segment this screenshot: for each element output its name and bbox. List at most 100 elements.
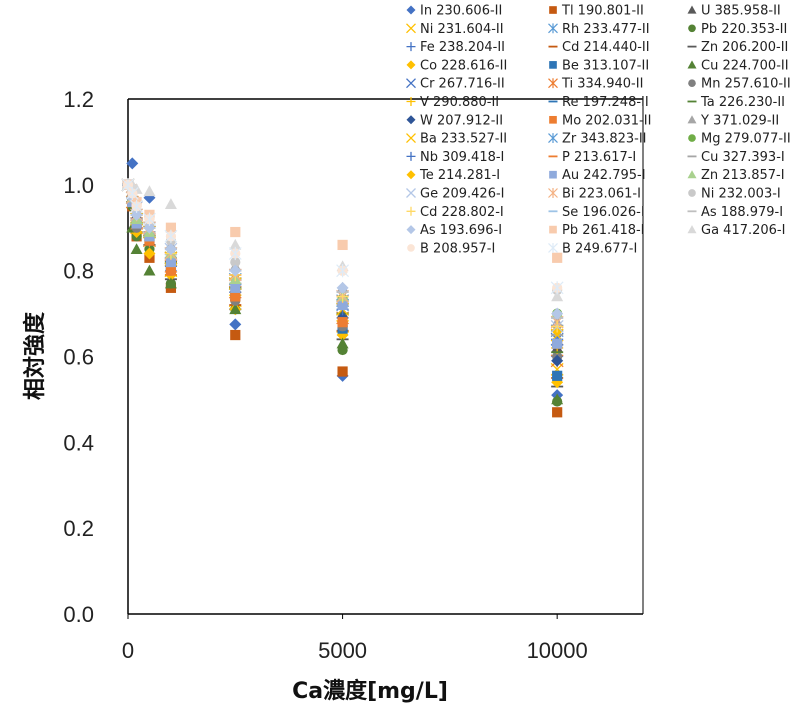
legend-label: Ba 233.527-II bbox=[420, 132, 507, 147]
legend-label: W 207.912-II bbox=[420, 113, 503, 128]
legend-label: Ta 226.230-II bbox=[700, 95, 785, 110]
legend-item: Zr 343.823-II bbox=[548, 132, 647, 147]
legend-marker bbox=[687, 170, 697, 179]
legend-label: Zr 343.823-II bbox=[562, 132, 647, 147]
legend-marker bbox=[406, 78, 416, 89]
legend-label: V 290.880-II bbox=[420, 95, 499, 110]
legend-item: Rh 233.477-II bbox=[548, 22, 650, 37]
data-point bbox=[551, 307, 564, 320]
legend-label: Ni 232.003-I bbox=[701, 187, 781, 202]
legend-label: Be 313.107-II bbox=[562, 58, 649, 73]
legend-label: Pb 261.418-I bbox=[562, 223, 645, 238]
legend-item: Mg 279.077-II bbox=[688, 132, 791, 147]
legend-item: Tl 190.801-II bbox=[549, 4, 644, 19]
legend-item: Cu 224.700-II bbox=[687, 58, 789, 73]
legend-label: Cu 327.393-I bbox=[701, 150, 785, 165]
data-point bbox=[130, 208, 143, 221]
legend-marker bbox=[687, 225, 697, 234]
legend-marker bbox=[406, 188, 416, 198]
legend-label: Cd 214.440-II bbox=[562, 40, 650, 55]
legend-item: Cd 214.440-II bbox=[548, 40, 650, 55]
legend-item: Te 214.281-I bbox=[406, 168, 500, 183]
legend-label: Ga 417.206-I bbox=[701, 223, 785, 238]
legend-marker bbox=[406, 5, 416, 15]
legend-item: Mn 257.610-II bbox=[688, 77, 791, 92]
legend-label: U 385.958-II bbox=[701, 4, 781, 19]
legend-marker bbox=[688, 79, 696, 88]
legend-item: Zn 206.200-II bbox=[687, 40, 788, 55]
legend-label: Mn 257.610-II bbox=[701, 77, 791, 92]
legend-label: Cu 224.700-II bbox=[701, 58, 789, 73]
data-point bbox=[164, 198, 177, 209]
data-point bbox=[337, 299, 348, 311]
legend-label: Te 214.281-I bbox=[419, 168, 500, 183]
legend-label: Au 242.795-I bbox=[562, 168, 646, 183]
data-point bbox=[143, 247, 156, 260]
legend-label: B 208.957-I bbox=[420, 241, 495, 256]
data-point bbox=[229, 318, 242, 331]
legend-label: Cd 228.802-I bbox=[420, 205, 504, 220]
legend-marker bbox=[687, 60, 697, 69]
legend-item: Bi 223.061-I bbox=[548, 187, 641, 202]
data-point bbox=[230, 329, 241, 341]
data-point bbox=[230, 256, 241, 268]
data-point bbox=[551, 320, 564, 333]
data-point bbox=[337, 317, 348, 328]
data-point bbox=[230, 291, 241, 302]
data-point bbox=[337, 366, 348, 377]
legend-item: Ba 233.527-II bbox=[406, 132, 507, 147]
legend-label: Re 197.248-II bbox=[562, 95, 649, 110]
legend-item: Nb 309.418-I bbox=[406, 150, 504, 165]
legend-item: Mo 202.031-II bbox=[549, 113, 651, 128]
data-point bbox=[126, 157, 139, 170]
data-point bbox=[165, 265, 177, 276]
legend-marker bbox=[688, 134, 696, 142]
legend-label: Rh 233.477-II bbox=[562, 22, 650, 37]
y-tick-label: 0.2 bbox=[63, 516, 94, 541]
data-point bbox=[336, 281, 349, 294]
data-point bbox=[164, 229, 178, 243]
legend-marker bbox=[688, 24, 696, 33]
y-tick-label: 1.0 bbox=[63, 173, 94, 198]
legend-label: Ni 231.604-II bbox=[420, 22, 504, 37]
data-point bbox=[337, 239, 348, 251]
legend-item: Y 371.029-II bbox=[687, 113, 779, 128]
legend-item: Fe 238.204-II bbox=[406, 40, 505, 55]
x-tick-label: 10000 bbox=[527, 638, 588, 663]
x-axis-ticks: 0 5000 10000 bbox=[122, 614, 588, 663]
legend-label: Mo 202.031-II bbox=[562, 113, 651, 128]
legend-label: Ti 334.940-II bbox=[561, 77, 643, 92]
legend-label: In 230.606-II bbox=[420, 4, 502, 19]
legend-label: Zn 206.200-II bbox=[701, 40, 788, 55]
data-point bbox=[552, 252, 563, 263]
legend-marker bbox=[406, 97, 416, 106]
legend-marker bbox=[549, 61, 557, 69]
legend-marker bbox=[406, 170, 416, 180]
legend-label: Pb 220.353-II bbox=[701, 22, 787, 37]
data-point bbox=[229, 303, 242, 315]
data-point bbox=[165, 256, 177, 268]
data-point bbox=[164, 277, 177, 289]
data-point bbox=[164, 243, 177, 256]
legend-marker bbox=[688, 189, 696, 197]
legend-marker bbox=[548, 133, 558, 144]
legend-item: Co 228.616-II bbox=[406, 58, 507, 73]
data-point bbox=[551, 290, 564, 302]
data-point bbox=[130, 243, 143, 255]
legend-marker bbox=[687, 115, 697, 124]
y-tick-label: 0.6 bbox=[63, 345, 94, 370]
legend-label: Cr 267.716-II bbox=[420, 77, 505, 92]
legend-item: Pb 261.418-I bbox=[549, 223, 645, 238]
legend-marker bbox=[548, 78, 558, 89]
legend-marker bbox=[548, 188, 558, 198]
data-point bbox=[551, 354, 564, 367]
y-axis-ticks: 0.0 0.2 0.4 0.6 0.8 1.0 1.2 bbox=[63, 87, 94, 627]
legend-marker bbox=[406, 133, 416, 144]
legend-item: Cr 267.716-II bbox=[406, 77, 505, 92]
legend-marker bbox=[549, 225, 557, 234]
x-tick-label: 0 bbox=[122, 638, 134, 663]
data-points bbox=[121, 157, 564, 418]
y-tick-label: 0.8 bbox=[63, 259, 94, 284]
legend-item: Ti 334.940-II bbox=[548, 77, 643, 92]
data-point bbox=[552, 370, 563, 381]
